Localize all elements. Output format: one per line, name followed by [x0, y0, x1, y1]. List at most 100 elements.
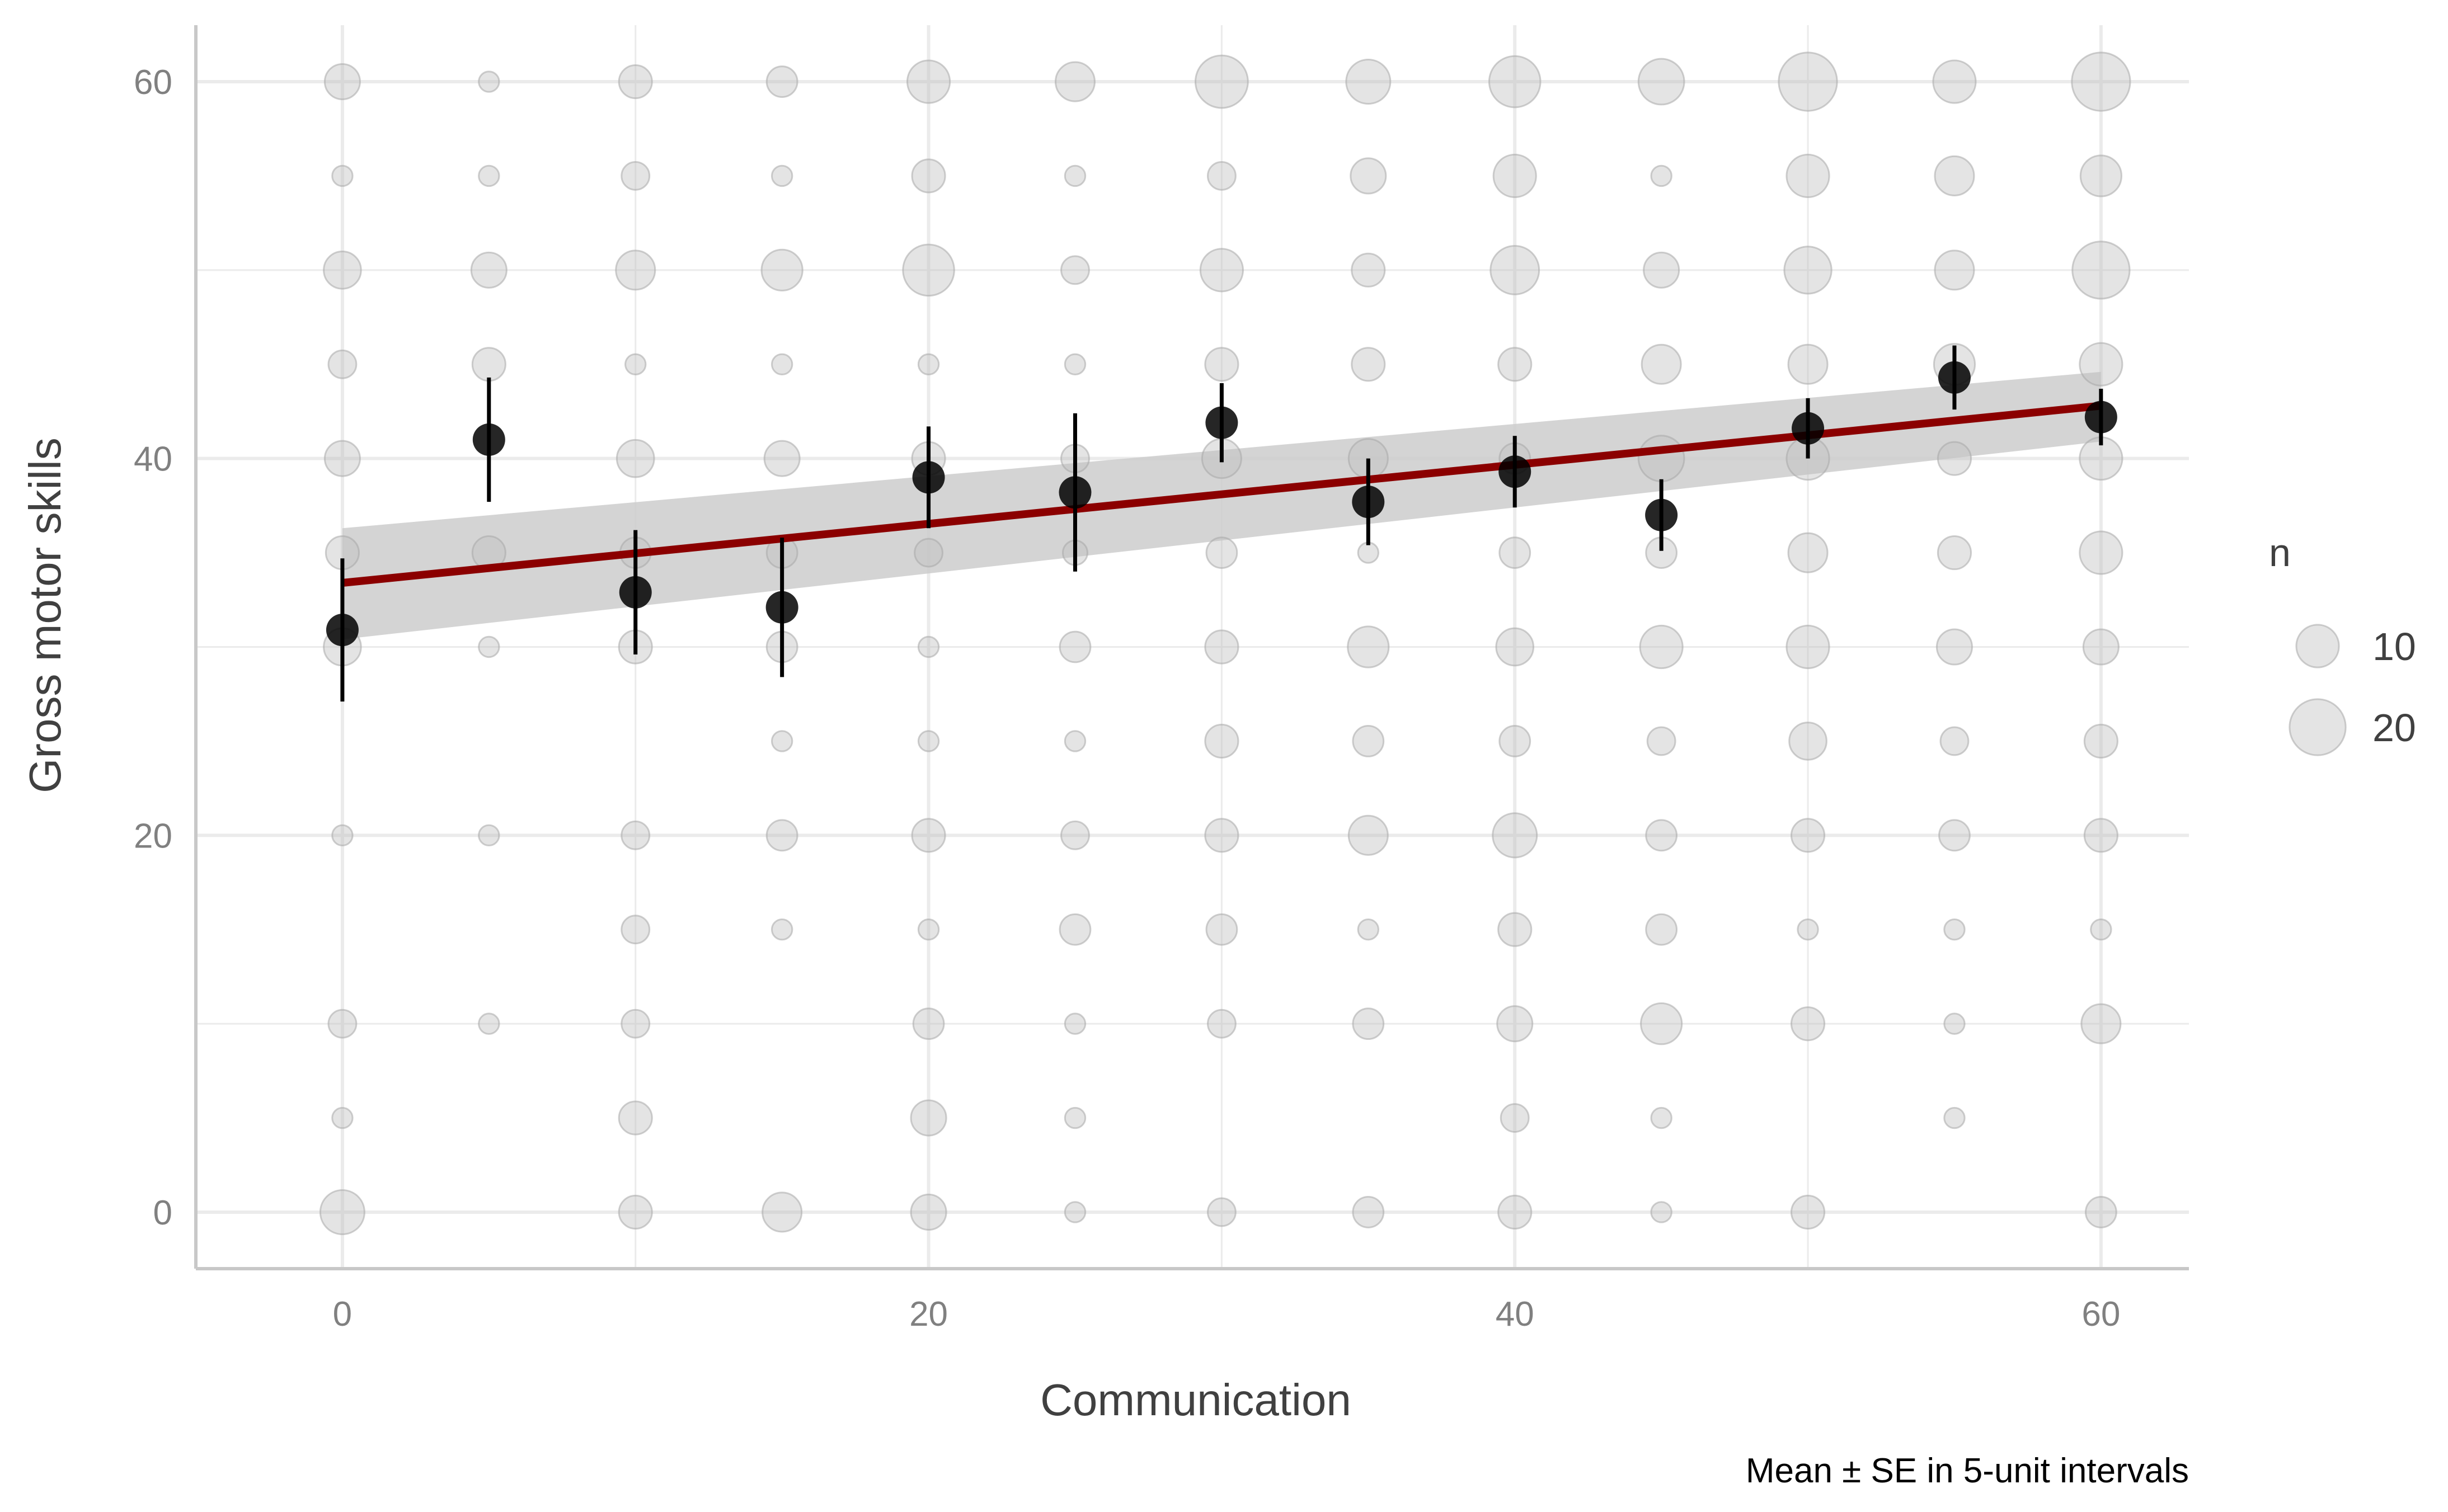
- count-point: [917, 635, 940, 658]
- count-point: [1357, 918, 1379, 941]
- count-point: [618, 1194, 653, 1230]
- count-point: [1943, 1012, 1966, 1035]
- count-point: [1206, 161, 1237, 191]
- count-point: [1937, 441, 1972, 476]
- count-point: [1495, 627, 1535, 667]
- count-point: [2082, 628, 2120, 666]
- count-point: [331, 824, 354, 847]
- count-point: [2079, 154, 2122, 197]
- count-point: [1939, 726, 1970, 756]
- count-point: [323, 440, 361, 477]
- count-point: [323, 63, 361, 101]
- count-point: [770, 164, 793, 187]
- count-point: [1497, 912, 1533, 947]
- count-point: [331, 1106, 354, 1129]
- count-point: [621, 161, 651, 191]
- count-point: [1345, 59, 1392, 105]
- legend-title: n: [2269, 531, 2291, 574]
- count-point: [917, 730, 940, 752]
- mean-point: [765, 591, 798, 624]
- count-point: [917, 918, 940, 941]
- count-point: [1357, 541, 1379, 564]
- count-point: [1645, 913, 1678, 946]
- count-point: [1064, 164, 1087, 187]
- count-point: [1938, 819, 1971, 852]
- mean-point: [1645, 498, 1678, 531]
- count-point: [1490, 244, 1540, 295]
- legend-label: 20: [2372, 706, 2416, 750]
- count-point: [1352, 1196, 1385, 1228]
- count-point: [624, 353, 647, 375]
- caption: Mean ± SE in 5-unit intervals: [1746, 1452, 2189, 1490]
- count-point: [1790, 818, 1826, 853]
- count-point: [914, 538, 943, 568]
- count-point: [470, 251, 508, 289]
- count-point: [478, 164, 500, 187]
- count-point: [1351, 252, 1386, 288]
- count-point: [1790, 1006, 1826, 1042]
- count-point: [911, 818, 946, 853]
- count-point: [1059, 913, 1092, 946]
- count-point: [1488, 55, 1542, 109]
- count-point: [2083, 818, 2118, 853]
- count-point: [323, 251, 362, 290]
- count-point: [1351, 347, 1386, 382]
- count-point: [478, 70, 500, 93]
- count-point: [1205, 536, 1238, 569]
- count-point: [1934, 155, 1975, 196]
- legend-label: 10: [2372, 625, 2416, 668]
- count-point: [902, 243, 955, 297]
- y-axis-title: Gross motor skills: [20, 437, 70, 793]
- count-point: [1783, 246, 1833, 295]
- count-point: [2083, 723, 2118, 759]
- count-point: [1060, 820, 1090, 850]
- count-point: [1492, 812, 1538, 859]
- count-point: [917, 353, 940, 375]
- count-point: [1206, 1197, 1237, 1227]
- count-point: [1778, 51, 1838, 112]
- count-point: [1943, 1106, 1966, 1129]
- mean-point: [1352, 486, 1385, 519]
- count-point: [1064, 1012, 1087, 1035]
- count-point: [1059, 630, 1092, 663]
- count-point: [1497, 1194, 1533, 1230]
- count-point: [319, 1189, 365, 1235]
- count-point: [1496, 1005, 1534, 1043]
- count-point: [2080, 1003, 2122, 1044]
- mean-point: [472, 423, 505, 456]
- count-point: [478, 824, 500, 847]
- count-point: [770, 730, 793, 752]
- legend-key: [2289, 698, 2347, 756]
- count-point: [770, 353, 793, 375]
- count-point: [1497, 347, 1533, 382]
- count-point: [765, 65, 798, 98]
- x-axis-title: Communication: [1040, 1375, 1351, 1425]
- count-point: [1786, 153, 1830, 199]
- count-point: [1064, 730, 1087, 752]
- count-point: [1639, 624, 1684, 670]
- x-tick-label: 0: [333, 1295, 352, 1334]
- count-point: [762, 1191, 803, 1233]
- mean-point: [2084, 401, 2117, 434]
- count-point: [1787, 343, 1829, 385]
- y-tick-label: 0: [153, 1194, 172, 1232]
- count-point: [1498, 536, 1531, 569]
- mean-point: [1059, 476, 1092, 509]
- count-point: [1204, 723, 1239, 759]
- mean-point: [912, 461, 945, 494]
- count-point: [1064, 1106, 1087, 1129]
- y-tick-label: 40: [134, 440, 172, 479]
- mean-point: [1792, 412, 1825, 445]
- count-point: [1064, 353, 1087, 375]
- count-point: [2079, 530, 2123, 575]
- count-point: [1650, 164, 1672, 187]
- count-point: [1498, 725, 1531, 757]
- count-point: [1650, 1106, 1672, 1129]
- count-point: [1347, 625, 1390, 668]
- mean-point: [1938, 361, 1971, 394]
- count-point: [1787, 532, 1829, 573]
- count-point: [1640, 1002, 1683, 1045]
- count-point: [1932, 59, 1977, 104]
- count-point: [910, 1193, 947, 1231]
